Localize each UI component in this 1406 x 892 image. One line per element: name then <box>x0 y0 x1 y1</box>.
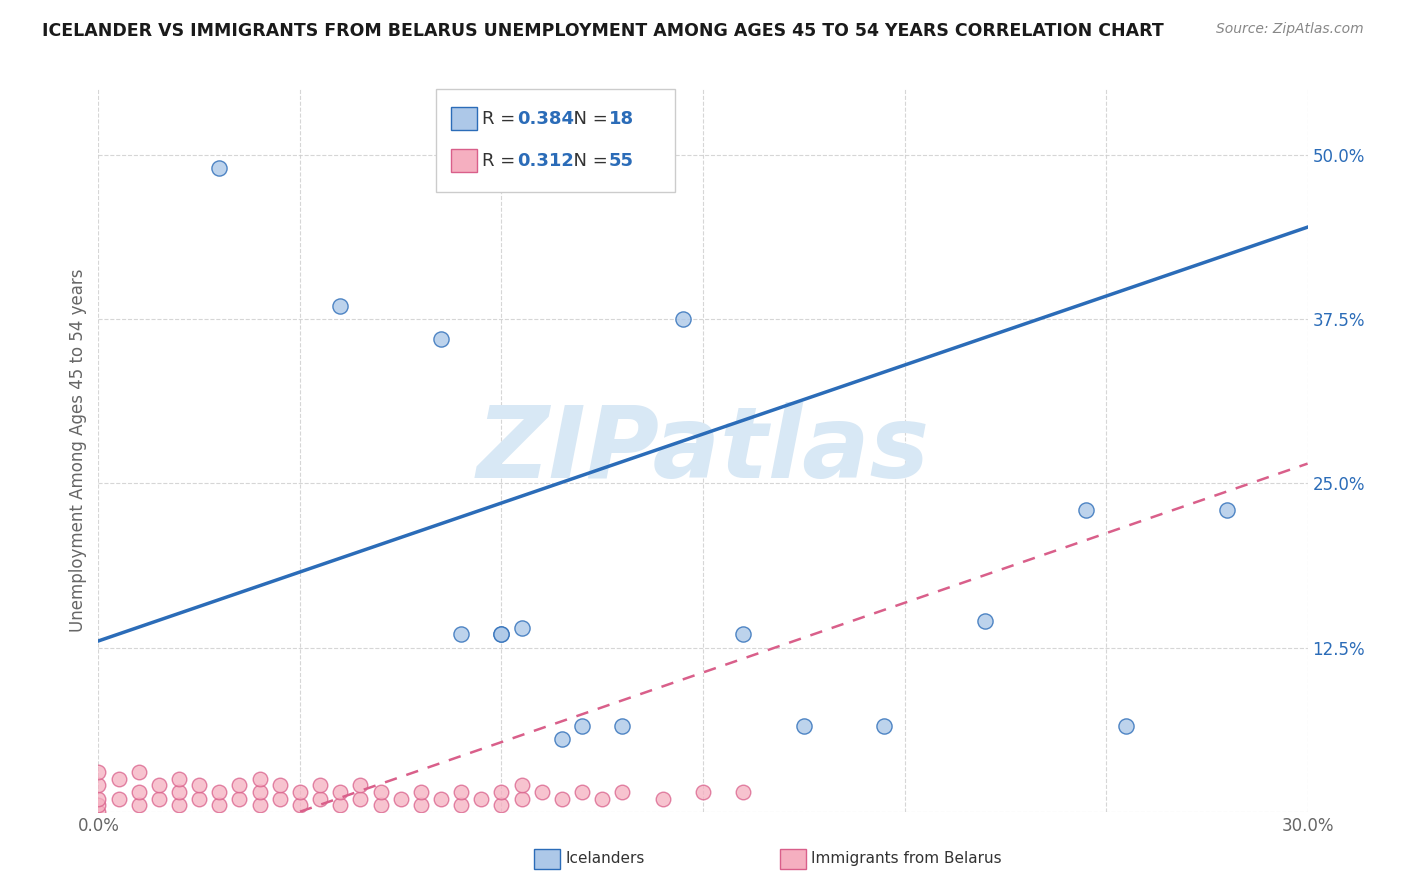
Point <box>450 627 472 641</box>
Text: 55: 55 <box>609 152 634 169</box>
Point <box>208 785 231 799</box>
Point <box>87 805 110 819</box>
Text: 18: 18 <box>609 110 634 128</box>
Point <box>128 765 150 780</box>
Point <box>571 785 593 799</box>
Point <box>692 785 714 799</box>
Point <box>269 779 291 793</box>
Point <box>409 798 432 813</box>
Point <box>249 785 271 799</box>
Point <box>510 791 533 805</box>
Point <box>188 779 211 793</box>
Text: 0.312: 0.312 <box>517 152 574 169</box>
Point <box>107 791 129 805</box>
Point <box>208 161 231 175</box>
Point <box>128 785 150 799</box>
Point <box>329 785 352 799</box>
Point <box>571 719 593 733</box>
Point <box>491 627 513 641</box>
Point <box>1115 719 1137 733</box>
Point <box>167 785 190 799</box>
Text: ICELANDER VS IMMIGRANTS FROM BELARUS UNEMPLOYMENT AMONG AGES 45 TO 54 YEARS CORR: ICELANDER VS IMMIGRANTS FROM BELARUS UNE… <box>42 22 1164 40</box>
Point <box>591 791 613 805</box>
Point <box>128 798 150 813</box>
Point <box>510 621 533 635</box>
Point <box>974 614 997 628</box>
Text: ZIPatlas: ZIPatlas <box>477 402 929 499</box>
Point <box>430 791 453 805</box>
Point <box>87 779 110 793</box>
Text: R =: R = <box>482 152 522 169</box>
Text: Icelanders: Icelanders <box>565 851 644 865</box>
Point <box>87 791 110 805</box>
Point <box>491 627 513 641</box>
Point <box>1074 502 1097 516</box>
Point <box>612 719 634 733</box>
Point <box>530 785 553 799</box>
Point <box>551 732 574 747</box>
Point <box>370 785 392 799</box>
Point <box>450 798 472 813</box>
Point <box>793 719 815 733</box>
Point <box>249 798 271 813</box>
Text: R =: R = <box>482 110 522 128</box>
Point <box>87 798 110 813</box>
Point <box>491 798 513 813</box>
Point <box>228 791 250 805</box>
Text: N =: N = <box>562 152 614 169</box>
Point <box>470 791 492 805</box>
Point <box>672 312 695 326</box>
Text: Immigrants from Belarus: Immigrants from Belarus <box>811 851 1002 865</box>
Point <box>87 765 110 780</box>
Point <box>329 798 352 813</box>
Point <box>309 779 332 793</box>
Point <box>249 772 271 786</box>
Point <box>148 791 170 805</box>
Point <box>450 785 472 799</box>
Point <box>389 791 412 805</box>
Point <box>491 785 513 799</box>
Point <box>430 332 453 346</box>
Point <box>349 779 371 793</box>
Point <box>269 791 291 805</box>
Point <box>167 772 190 786</box>
Point <box>651 791 673 805</box>
Point <box>733 627 755 641</box>
Point <box>288 798 311 813</box>
Point <box>228 779 250 793</box>
Point <box>612 785 634 799</box>
Point <box>208 798 231 813</box>
Point <box>1216 502 1239 516</box>
Point <box>107 772 129 786</box>
Text: N =: N = <box>562 110 614 128</box>
Point <box>370 798 392 813</box>
Text: Source: ZipAtlas.com: Source: ZipAtlas.com <box>1216 22 1364 37</box>
Y-axis label: Unemployment Among Ages 45 to 54 years: Unemployment Among Ages 45 to 54 years <box>69 268 87 632</box>
Point <box>148 779 170 793</box>
Point <box>288 785 311 799</box>
Point <box>551 791 574 805</box>
Point <box>309 791 332 805</box>
Point <box>349 791 371 805</box>
Point <box>733 785 755 799</box>
Point <box>510 779 533 793</box>
Point <box>409 785 432 799</box>
Point <box>188 791 211 805</box>
Point <box>167 798 190 813</box>
Point <box>329 299 352 313</box>
Text: 0.384: 0.384 <box>517 110 575 128</box>
Point <box>873 719 896 733</box>
